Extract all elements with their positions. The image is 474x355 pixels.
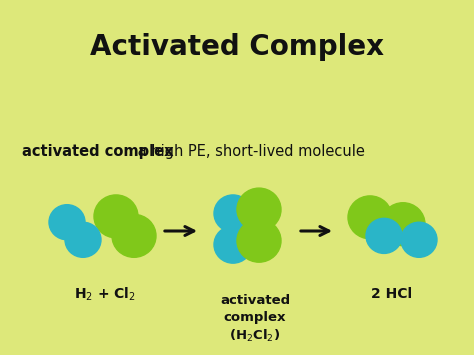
Circle shape — [214, 195, 252, 232]
Text: : a high PE, short-lived molecule: : a high PE, short-lived molecule — [128, 143, 365, 159]
Circle shape — [401, 222, 437, 257]
Text: activated
complex
(H$_2$Cl$_2$): activated complex (H$_2$Cl$_2$) — [220, 294, 290, 344]
Circle shape — [49, 205, 85, 240]
Text: activated complex: activated complex — [22, 143, 173, 159]
Circle shape — [214, 226, 252, 263]
Text: Activated Complex: Activated Complex — [90, 33, 384, 61]
Circle shape — [381, 203, 425, 246]
Circle shape — [94, 195, 138, 238]
Circle shape — [237, 188, 281, 231]
Circle shape — [237, 219, 281, 262]
Text: 2 HCl: 2 HCl — [372, 287, 412, 301]
Circle shape — [112, 214, 156, 257]
Circle shape — [366, 218, 402, 253]
Circle shape — [65, 222, 101, 257]
Text: H$_2$ + Cl$_2$: H$_2$ + Cl$_2$ — [74, 286, 136, 303]
Circle shape — [348, 196, 392, 239]
